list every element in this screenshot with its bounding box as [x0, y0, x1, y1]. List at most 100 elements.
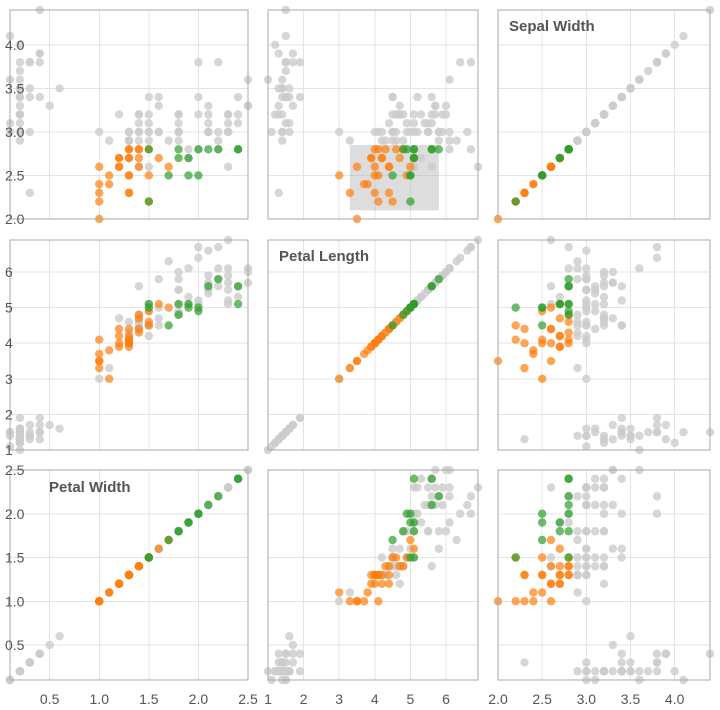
- cell-r1-c0[interactable]: [5, 235, 253, 455]
- data-point-versicolor: [384, 188, 394, 198]
- data-point: [573, 588, 582, 597]
- data-point: [599, 579, 609, 588]
- data-point-versicolor: [104, 346, 114, 355]
- data-point-virginica: [164, 321, 173, 330]
- data-point: [35, 58, 44, 67]
- data-point: [377, 136, 387, 145]
- data-point: [413, 509, 422, 518]
- y-tick-label: 2.5: [5, 167, 25, 183]
- data-point: [278, 110, 287, 119]
- data-point-versicolor: [124, 153, 134, 163]
- data-point-versicolor: [511, 335, 520, 344]
- data-point: [661, 420, 671, 430]
- data-point: [670, 438, 679, 448]
- data-point-versicolor: [409, 544, 419, 553]
- cell-r0-c1[interactable]: [263, 5, 483, 224]
- data-point: [124, 127, 134, 137]
- data-point: [590, 553, 600, 562]
- data-point: [204, 127, 213, 137]
- data-point: [431, 101, 440, 110]
- data-point: [15, 413, 25, 423]
- data-point-versicolor: [124, 171, 134, 180]
- data-point: [413, 483, 422, 492]
- data-point: [652, 242, 662, 252]
- y-tick-label: 1.5: [5, 550, 25, 566]
- data-point-versicolor: [370, 188, 379, 198]
- y-tick-label: 0.5: [5, 637, 25, 653]
- data-point: [134, 110, 144, 119]
- data-point-virginica: [184, 153, 193, 163]
- data-point-versicolor: [555, 570, 565, 580]
- cell-r2-c0[interactable]: [5, 465, 253, 685]
- data-point: [281, 31, 290, 41]
- cell-r1-c1[interactable]: [263, 235, 483, 455]
- data-point: [154, 314, 163, 323]
- data-point: [582, 374, 591, 384]
- data-point: [652, 58, 662, 67]
- data-point: [608, 544, 618, 553]
- data-point: [223, 162, 233, 171]
- data-point-virginica: [511, 553, 520, 562]
- data-point-virginica: [406, 518, 415, 527]
- data-point-virginica: [564, 474, 573, 483]
- data-point: [617, 282, 626, 291]
- data-point-versicolor: [104, 588, 114, 597]
- data-point-versicolor: [555, 579, 565, 588]
- data-point: [427, 119, 436, 128]
- cell-r0-c2[interactable]: [493, 5, 715, 224]
- data-point-versicolor: [124, 145, 134, 154]
- data-point-versicolor: [134, 162, 144, 171]
- y-tick-label: 2.5: [5, 462, 25, 478]
- data-point: [95, 374, 104, 384]
- data-point-versicolor: [363, 179, 372, 189]
- data-point: [599, 110, 609, 119]
- data-point-versicolor: [144, 171, 154, 180]
- data-point-versicolor: [104, 171, 114, 180]
- data-point: [345, 136, 355, 145]
- data-point: [285, 119, 294, 128]
- data-point: [114, 314, 124, 323]
- data-point: [214, 58, 223, 67]
- data-point-versicolor: [134, 145, 144, 154]
- data-point: [388, 544, 397, 553]
- data-point: [582, 264, 591, 273]
- x-tick-label: 4: [371, 691, 379, 707]
- data-point: [274, 188, 283, 198]
- data-point-virginica: [427, 282, 436, 291]
- cells-layer: [5, 5, 715, 685]
- data-point-virginica: [402, 145, 412, 154]
- data-point-virginica: [194, 171, 203, 180]
- data-point: [573, 264, 582, 273]
- cell-r2-c1[interactable]: [263, 465, 483, 685]
- cell-r0-c0[interactable]: [5, 5, 253, 224]
- data-point: [573, 431, 582, 440]
- data-point: [144, 119, 154, 128]
- data-point: [573, 667, 582, 676]
- data-point: [288, 101, 298, 110]
- data-point-virginica: [564, 509, 573, 518]
- data-point-versicolor: [370, 162, 379, 171]
- data-point-versicolor: [104, 374, 114, 384]
- data-point-versicolor: [363, 588, 372, 597]
- data-point-versicolor: [374, 197, 383, 206]
- data-point: [434, 527, 444, 536]
- data-point: [214, 136, 223, 145]
- data-point-versicolor: [370, 171, 379, 180]
- data-point: [416, 518, 426, 527]
- data-point-virginica: [144, 299, 154, 309]
- data-point: [399, 136, 408, 145]
- cell-r1-c2[interactable]: [493, 235, 715, 455]
- data-point-virginica: [164, 171, 173, 180]
- data-point: [270, 40, 280, 50]
- data-point-versicolor: [334, 374, 344, 384]
- data-point: [520, 658, 529, 667]
- data-point: [174, 274, 183, 284]
- data-point-virginica: [406, 509, 415, 518]
- data-point-versicolor: [555, 342, 565, 351]
- data-point-versicolor: [546, 579, 556, 588]
- data-point-versicolor: [370, 339, 379, 348]
- data-point-virginica: [214, 492, 223, 501]
- data-point: [267, 127, 276, 137]
- data-point-virginica: [564, 274, 573, 284]
- cell-r2-c2[interactable]: [493, 465, 715, 685]
